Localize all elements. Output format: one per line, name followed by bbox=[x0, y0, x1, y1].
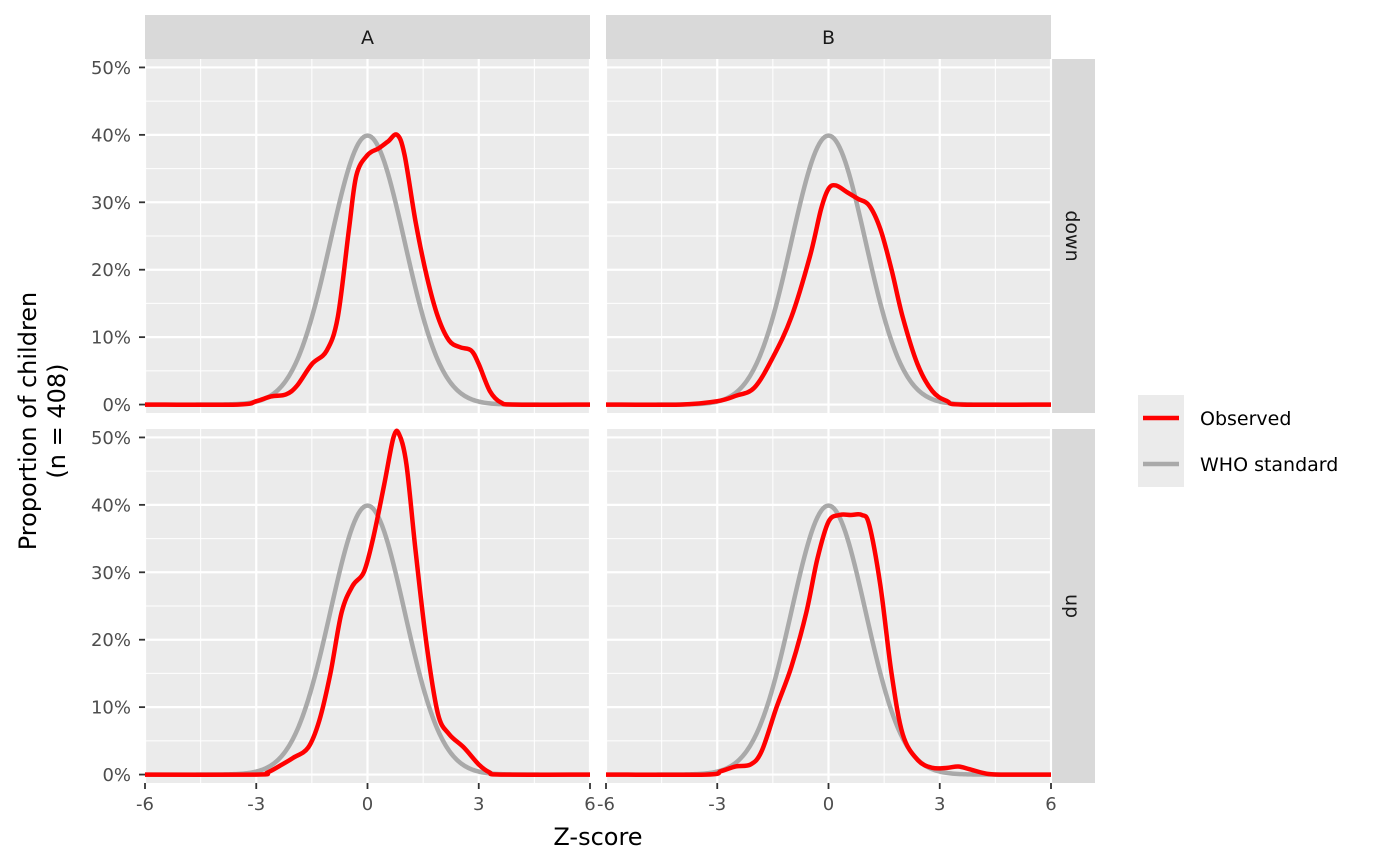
observed-line-B-down bbox=[605, 182, 1052, 408]
x-tick-label-B: 6 bbox=[1045, 794, 1056, 815]
y-tick-label-down: 50% bbox=[91, 58, 131, 79]
x-tick-label-B: -6 bbox=[597, 794, 615, 815]
observed-line-A-down bbox=[144, 132, 591, 408]
x-tick-label-A: 0 bbox=[362, 794, 373, 815]
y-axis-title-line-2: (n = 408) bbox=[43, 363, 71, 478]
x-tick-label-A: -3 bbox=[247, 794, 265, 815]
curve-layer bbox=[144, 132, 1052, 778]
y-tick-label-up: 40% bbox=[91, 495, 131, 516]
x-axis-title: Z-score bbox=[553, 823, 642, 851]
y-tick-label-up: 50% bbox=[91, 428, 131, 449]
y-tick-label-down: 40% bbox=[91, 125, 131, 146]
legend-label-who-standard: WHO standard bbox=[1200, 454, 1338, 476]
strip-label-down: down bbox=[1061, 210, 1083, 261]
legend: Observed WHO standard bbox=[1138, 395, 1338, 487]
y-tick-label-up: 0% bbox=[102, 765, 131, 786]
x-tick-label-A: -6 bbox=[136, 794, 154, 815]
x-tick-label-A: 6 bbox=[584, 794, 595, 815]
y-tick-label-down: 20% bbox=[91, 260, 131, 281]
strip-label-up: up bbox=[1061, 594, 1083, 618]
x-tick-label-B: 3 bbox=[934, 794, 945, 815]
strip-label-A: A bbox=[361, 27, 374, 49]
x-tick-label-B: -3 bbox=[708, 794, 726, 815]
legend-label-observed: Observed bbox=[1200, 408, 1291, 430]
observed-line-A-up bbox=[144, 428, 591, 777]
y-tick-label-down: 10% bbox=[91, 328, 131, 349]
tick-layer: 0% 10% 20% 30% 40% 50% 0% 10% 20% 30% 40% 50% -6 -3 0 3… bbox=[91, 58, 1057, 815]
x-tick-label-B: 0 bbox=[823, 794, 834, 815]
y-tick-label-up: 30% bbox=[91, 563, 131, 584]
strip-column-B bbox=[606, 15, 1051, 59]
y-tick-label-down: 30% bbox=[91, 193, 131, 214]
strip-row-down bbox=[1051, 59, 1095, 413]
y-tick-label-up: 20% bbox=[91, 630, 131, 651]
strip-column-A bbox=[145, 15, 590, 59]
y-tick-label-down: 0% bbox=[102, 395, 131, 416]
observed-line-B-up bbox=[605, 511, 1052, 778]
strip-label-B: B bbox=[822, 27, 835, 49]
strip-row-up bbox=[1051, 429, 1095, 783]
y-tick-label-up: 10% bbox=[91, 698, 131, 719]
y-axis-title-line-1: Proportion of children bbox=[14, 292, 42, 551]
x-tick-label-A: 3 bbox=[473, 794, 484, 815]
